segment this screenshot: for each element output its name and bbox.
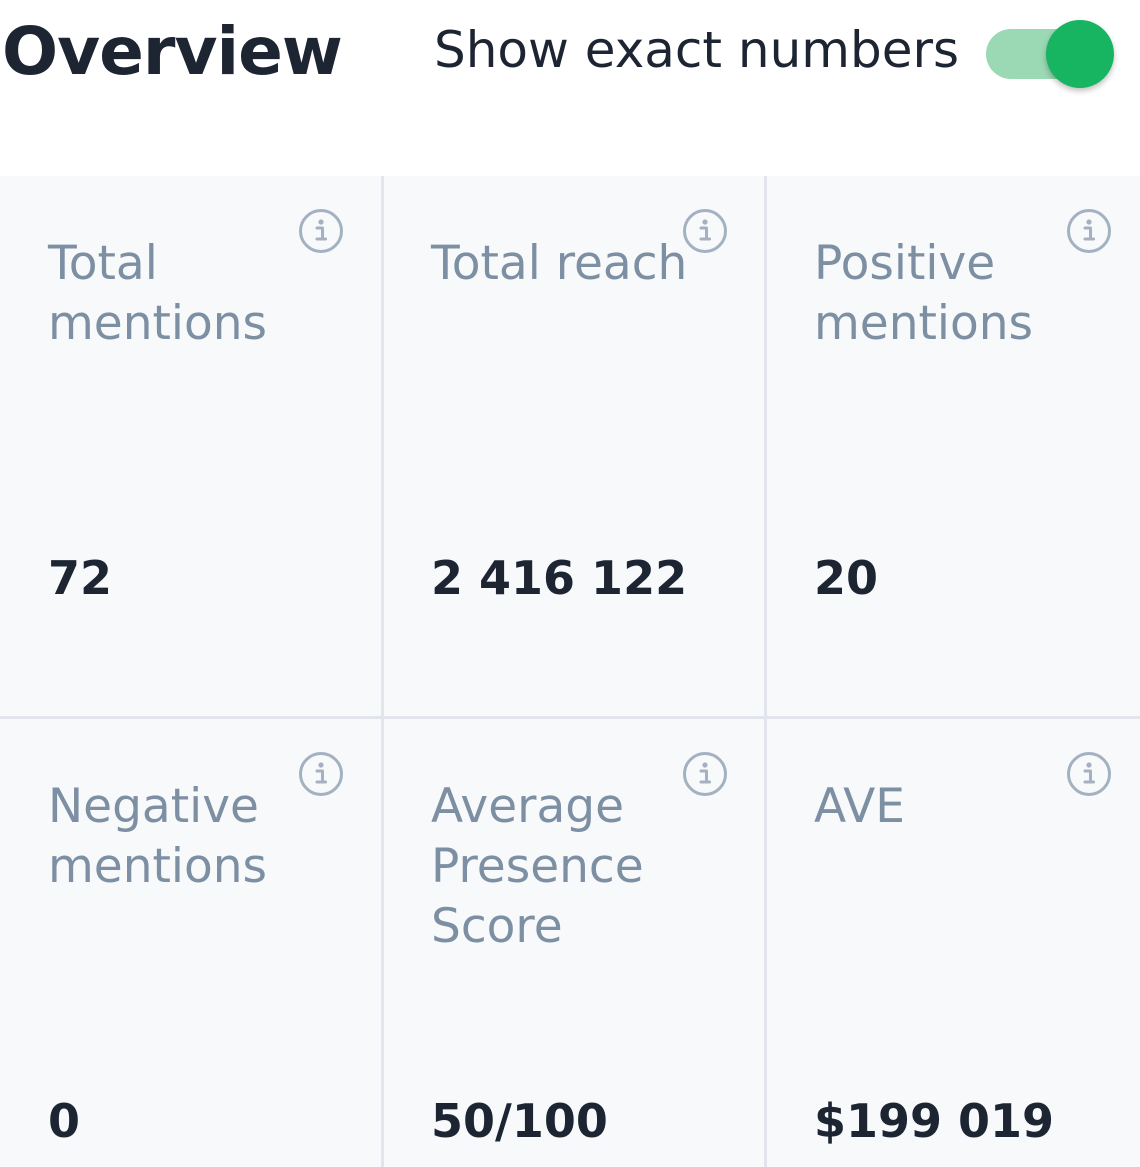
metric-card-average-presence-score: Average Presence Score 50/100 bbox=[384, 719, 764, 1167]
info-icon[interactable] bbox=[682, 208, 728, 254]
info-icon[interactable] bbox=[1066, 208, 1112, 254]
info-icon[interactable] bbox=[1066, 751, 1112, 797]
show-exact-numbers-toggle[interactable] bbox=[984, 16, 1118, 92]
metric-card-total-mentions: Total mentions 72 bbox=[0, 176, 381, 716]
metric-value: $199 019 bbox=[814, 1094, 1055, 1148]
metric-value: 50/100 bbox=[431, 1094, 608, 1148]
column-divider bbox=[764, 176, 767, 1167]
metric-value: 2 416 122 bbox=[431, 551, 688, 605]
info-icon[interactable] bbox=[298, 751, 344, 797]
metric-label: Negative mentions bbox=[48, 779, 268, 894]
metric-label: AVE bbox=[814, 779, 905, 834]
info-icon[interactable] bbox=[298, 208, 344, 254]
metric-card-ave: AVE $199 019 bbox=[767, 719, 1140, 1167]
toggle-knob bbox=[1046, 20, 1114, 88]
metric-card-total-reach: Total reach 2 416 122 bbox=[384, 176, 764, 716]
page-title: Overview bbox=[2, 13, 343, 90]
metric-label: Average Presence Score bbox=[431, 779, 644, 954]
row-divider bbox=[0, 716, 1140, 719]
metrics-grid: Total mentions 72 Total reach 2 416 122 … bbox=[0, 176, 1140, 1167]
metric-label: Total reach bbox=[431, 236, 688, 291]
column-divider bbox=[381, 176, 384, 1167]
overview-header: Overview Show exact numbers bbox=[0, 0, 1140, 120]
metric-card-negative-mentions: Negative mentions 0 bbox=[0, 719, 381, 1167]
show-exact-numbers-label: Show exact numbers bbox=[434, 21, 960, 79]
metric-value: 0 bbox=[48, 1094, 81, 1148]
metric-value: 20 bbox=[814, 551, 879, 605]
metric-label: Total mentions bbox=[48, 236, 268, 351]
metric-label: Positive mentions bbox=[814, 236, 1034, 351]
metric-card-positive-mentions: Positive mentions 20 bbox=[767, 176, 1140, 716]
metric-value: 72 bbox=[48, 551, 113, 605]
info-icon[interactable] bbox=[682, 751, 728, 797]
